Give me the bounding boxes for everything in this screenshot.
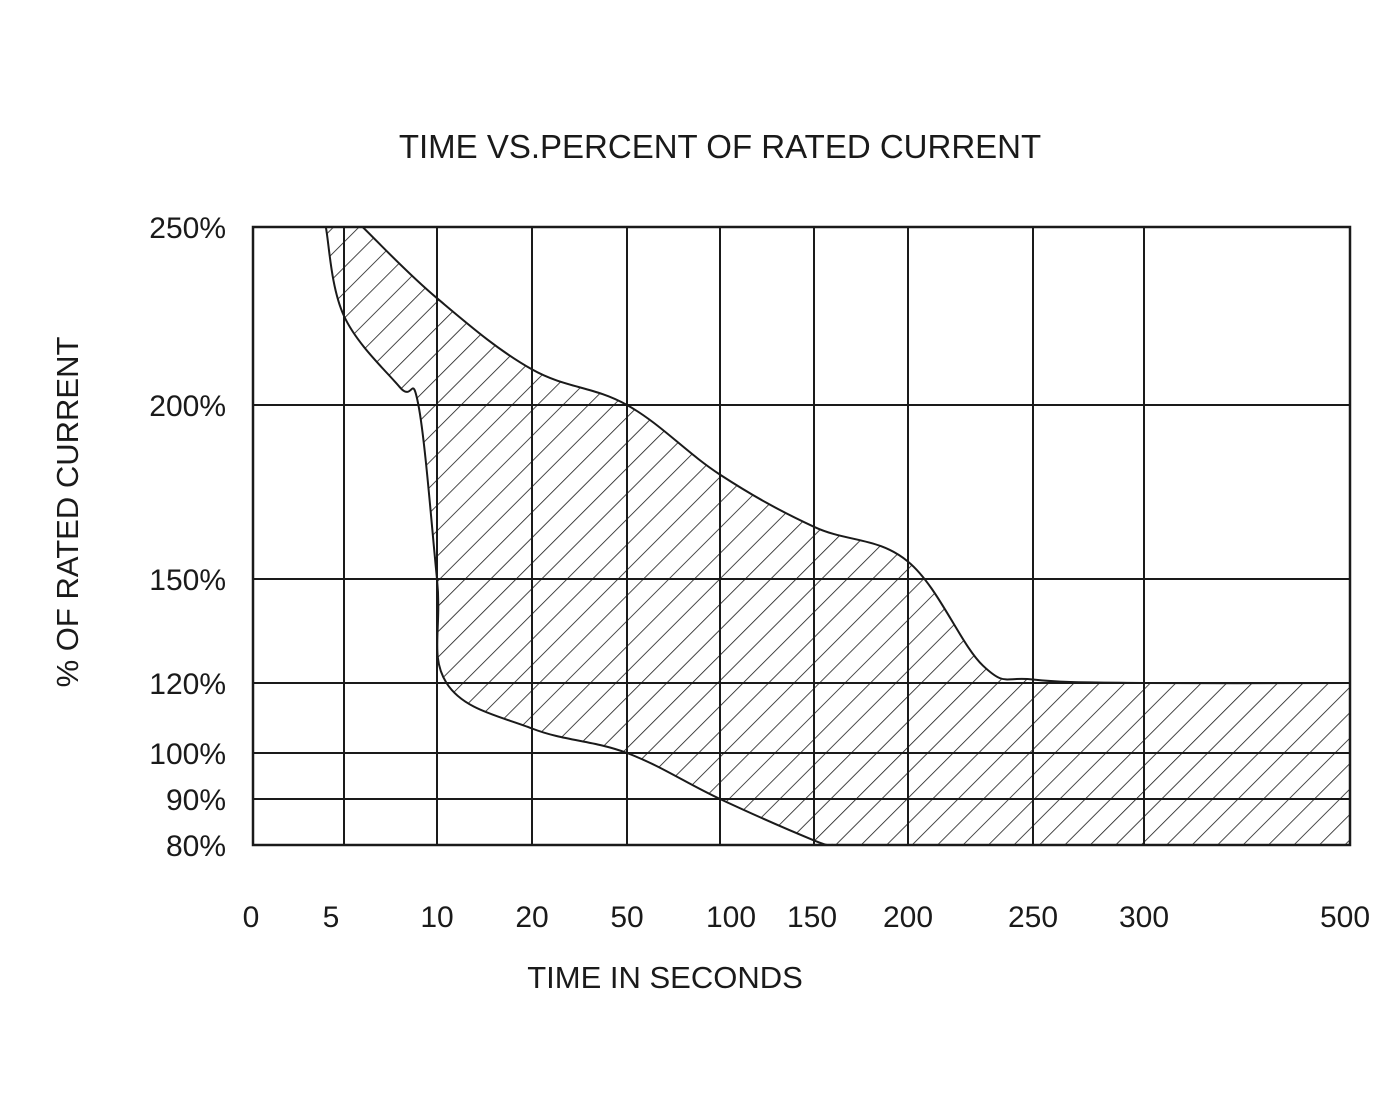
lower-bound-curve (324, 227, 834, 845)
y-tick-label: 90% (166, 784, 226, 817)
x-tick-labels: 0 5 10 20 50 100 150 200 250 300 500 (243, 901, 1370, 934)
x-tick-label: 0 (243, 901, 260, 934)
y-tick-label: 80% (166, 830, 226, 863)
chart-title: TIME VS.PERCENT OF RATED CURRENT (399, 128, 1041, 165)
x-tick-label: 10 (420, 901, 453, 934)
y-tick-label: 200% (149, 390, 226, 423)
y-tick-label: 120% (149, 668, 226, 701)
x-tick-label: 150 (787, 901, 837, 934)
x-tick-label: 5 (323, 901, 340, 934)
y-axis-label: % OF RATED CURRENT (50, 337, 85, 688)
x-tick-label: 20 (515, 901, 548, 934)
x-tick-label: 250 (1008, 901, 1058, 934)
x-axis-label: TIME IN SECONDS (527, 960, 803, 995)
x-tick-label: 300 (1119, 901, 1169, 934)
x-tick-label: 100 (706, 901, 756, 934)
x-tick-label: 50 (610, 901, 643, 934)
y-tick-label: 150% (149, 564, 226, 597)
y-tick-label: 100% (149, 738, 226, 771)
y-tick-label: 250% (149, 212, 226, 245)
upper-bound-curve (361, 227, 1350, 685)
y-tick-labels: 250% 200% 150% 120% 100% 90% 80% (149, 212, 226, 863)
x-tick-label: 500 (1320, 901, 1370, 934)
plot-frame (251, 225, 1352, 847)
hatched-band-group (324, 227, 1350, 845)
x-tick-label: 200 (883, 901, 933, 934)
